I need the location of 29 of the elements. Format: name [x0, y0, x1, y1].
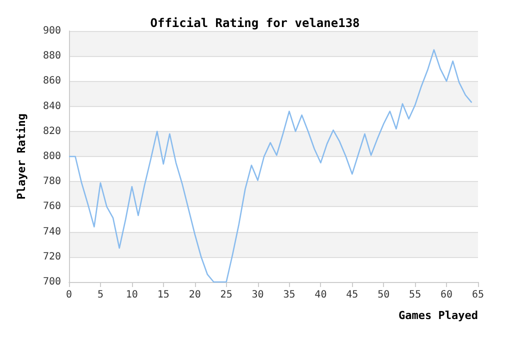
y-tick-label: 800 — [42, 151, 61, 162]
y-tick-label: 820 — [42, 126, 61, 137]
y-tick-label: 740 — [42, 226, 61, 238]
x-tick-label: 40 — [314, 290, 327, 300]
x-tick-label: 45 — [346, 290, 358, 300]
y-tick-label: 840 — [42, 100, 61, 112]
x-tick-label: 5 — [97, 290, 104, 300]
x-tick-label: 35 — [283, 290, 296, 300]
x-tick-label: 25 — [220, 290, 232, 300]
y-tick-label: 860 — [42, 76, 61, 87]
y-tick-label: 880 — [42, 50, 61, 62]
y-tick-label: 780 — [42, 176, 61, 188]
y-tick-label: 720 — [42, 251, 61, 262]
y-tick-label: 700 — [42, 276, 61, 288]
x-tick-label: 30 — [252, 290, 264, 300]
y-tick-label: 900 — [42, 26, 61, 36]
x-tick-label: 15 — [157, 290, 170, 300]
x-tick-label: 65 — [472, 290, 484, 300]
x-tick-label: 0 — [66, 290, 72, 300]
chart-title: Official Rating for velane138 — [150, 16, 360, 30]
y-tick-label: 760 — [42, 201, 61, 212]
x-tick-label: 50 — [378, 290, 390, 300]
x-tick-label: 10 — [126, 290, 138, 300]
x-tick-label: 20 — [188, 290, 201, 300]
line-series — [68, 49, 472, 283]
x-tick-label: 60 — [440, 290, 453, 300]
x-tick-label: 55 — [409, 290, 422, 300]
y-axis-title: Player Rating — [15, 113, 28, 200]
x-axis-title: Games Played — [398, 309, 478, 322]
